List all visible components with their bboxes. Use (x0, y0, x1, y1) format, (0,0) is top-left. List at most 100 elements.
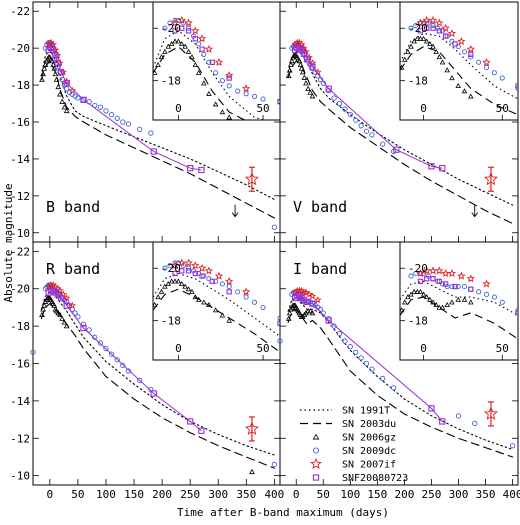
inset-line-sn-2003du (400, 296, 518, 340)
point-sn-2006gz (61, 104, 68, 110)
inset-point-sn-2006gz (455, 82, 461, 88)
point-sn-2006gz (297, 61, 304, 67)
inset-point-sn-2007if (241, 287, 251, 296)
x-tick-label: 100 (340, 488, 360, 501)
inset-point-sn-2006gz (185, 48, 192, 54)
band-label: I band (293, 260, 347, 278)
line-sn-1991t (40, 291, 275, 456)
inset-point-sn-2006gz (433, 48, 439, 54)
point-sn-2009dc (114, 357, 120, 363)
point-sn-2007if (302, 288, 310, 296)
point-sn-2009dc (114, 115, 120, 121)
inset-point-sn-2007if (422, 15, 431, 24)
point-sn-2006gz (42, 61, 49, 67)
point-sn-2006gz (287, 61, 294, 67)
inset-point-sn-2006gz (408, 291, 414, 297)
inset-point-snf20080723 (192, 270, 198, 277)
inset-y-tick-label: -20 (408, 262, 428, 275)
point-sn-2009dc (380, 141, 386, 147)
inset-point-sn-2009dc (226, 284, 232, 290)
inset-point-sn-2009dc (374, 340, 378, 344)
y-tick-label: -18 (10, 320, 30, 333)
inset-line-sn-2003du (153, 288, 280, 353)
point-snf20080723 (57, 69, 65, 76)
point-sn-2006gz (307, 89, 314, 95)
x-tick-label: 0 (293, 488, 300, 501)
inset-point-sn-2009dc (408, 25, 414, 31)
point-sn-2009dc (472, 420, 478, 426)
point-sn-2007if (308, 292, 317, 300)
inset-point-sn-2006gz (420, 291, 427, 297)
inset-point-sn-2006gz (427, 41, 433, 47)
inset-point-snf20080723 (179, 25, 185, 31)
inset-point-sn-2006gz (401, 56, 408, 62)
point-sn-2006gz (61, 319, 68, 325)
inset-point-sn-2009dc (499, 299, 505, 305)
point-sn-2009dc (137, 377, 143, 383)
inset-point-sn-2007if (457, 36, 466, 45)
inset-point-sn-2006gz (189, 54, 195, 60)
inset-b-band: 0 50 -20 -18 (152, 1, 281, 121)
point-sn-2007if (300, 288, 308, 296)
inset-point-sn-2009dc (126, 355, 130, 359)
inset-point-snf20080723 (442, 281, 449, 287)
point-snf20080723 (57, 294, 65, 302)
point-sn-2009dc (331, 95, 337, 101)
inset-plot-area (153, 15, 280, 120)
inset-point-sn-2009dc (491, 294, 497, 300)
inset-point-sn-2009dc (260, 305, 266, 311)
inset-point-sn-2009dc (455, 284, 461, 290)
legend-label: SN 1991T (342, 406, 390, 417)
point-sn-2006gz (301, 74, 308, 80)
point-sn-2007if (68, 301, 77, 309)
inset-point-sn-2007if (428, 266, 438, 275)
point-sn-2009dc (120, 119, 126, 125)
inset-point-sn-2009dc (483, 291, 490, 297)
x-tick-label: 250 (422, 488, 442, 501)
inset-point-sn-2006gz (195, 296, 202, 302)
inset-point-sn-2009dc (413, 23, 419, 29)
inset-point-sn-2006gz (417, 288, 424, 294)
y-tick-label: -20 (10, 42, 30, 55)
inset-point-sn-2006gz (189, 288, 195, 294)
inset-line-sn-2003du (400, 45, 518, 116)
inset-point-sn-2006gz (162, 283, 168, 289)
inset-point-sn-2006gz (455, 296, 461, 302)
point-sn-2006gz (41, 302, 48, 308)
inset-point-sn-2007if (241, 84, 251, 93)
inset-x-tick-label: 50 (496, 342, 509, 355)
point-snf20080723 (325, 85, 332, 92)
point-sn-2009dc (97, 104, 104, 110)
point-sn-2009dc (455, 413, 462, 419)
point-sn-2007if (68, 86, 76, 94)
inset-point-sn-2006gz (433, 302, 439, 308)
inset-point-sn-2009dc (172, 260, 178, 266)
inset-point-snf20080723 (515, 310, 518, 316)
inset-point-sn-2009dc (476, 289, 482, 295)
inset-point-sn-2009dc (219, 281, 225, 287)
inset-point-sn-2007if (204, 266, 214, 275)
point-sn-2006gz (309, 310, 316, 316)
point-sn-2009dc (336, 100, 343, 107)
inset-point-sn-2006gz (468, 299, 474, 305)
x-tick-label: 50 (71, 488, 84, 501)
point-sn-2009dc (347, 111, 353, 118)
point-snf20080723 (52, 52, 59, 59)
inset-point-sn-2009dc (491, 70, 497, 76)
y-tick-label: -12 (10, 432, 30, 445)
inset-x-tick-label: 0 (420, 342, 427, 355)
series-sn-2007if (291, 286, 499, 427)
inset-point-sn-2009dc (162, 25, 168, 31)
inset-y-tick-label: -18 (408, 75, 428, 88)
inset-y-tick-label: -18 (408, 315, 428, 328)
point-sn-2009dc (347, 344, 353, 350)
point-snf20080723 (150, 390, 157, 397)
inset-point-sn-2006gz (155, 294, 161, 300)
legend-marker (312, 433, 320, 440)
inset-point-sn-2009dc (260, 96, 266, 102)
inset-i-band: 0 50 -20 -18 (374, 241, 519, 361)
inset-point-sn-2007if (224, 276, 234, 285)
point-sn-2006gz (59, 315, 66, 321)
point-snf20080723 (150, 148, 157, 155)
